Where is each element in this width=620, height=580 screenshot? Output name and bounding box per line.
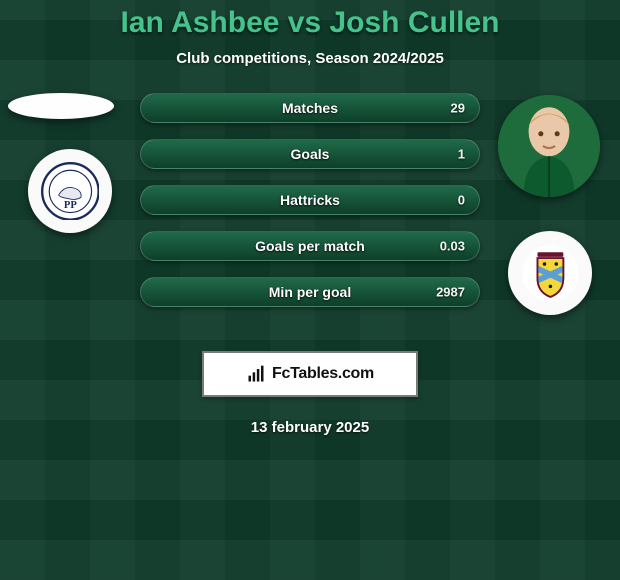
stat-row-hattricks: Hattricks 0 <box>140 185 480 215</box>
player-right-avatar <box>498 95 600 197</box>
brand-chart-icon <box>246 364 266 384</box>
stat-value-right: 1 <box>458 147 465 162</box>
burnley-crest-icon <box>521 244 580 303</box>
club-crest-right <box>508 231 592 315</box>
stat-label: Hattricks <box>280 192 340 208</box>
stat-value-right: 2987 <box>436 285 465 300</box>
subtitle: Club competitions, Season 2024/2025 <box>0 50 620 67</box>
stat-row-matches: Matches 29 <box>140 93 480 123</box>
stat-value-right: 0.03 <box>440 239 465 254</box>
date-text: 13 february 2025 <box>0 419 620 436</box>
page-title: Ian Ashbee vs Josh Cullen <box>0 6 620 40</box>
stat-label: Min per goal <box>269 284 351 300</box>
stat-row-goals-per-match: Goals per match 0.03 <box>140 231 480 261</box>
stat-row-min-per-goal: Min per goal 2987 <box>140 277 480 307</box>
brand-box: FcTables.com <box>202 351 418 397</box>
stat-label: Matches <box>282 100 338 116</box>
club-crest-left: PP <box>28 149 112 233</box>
stat-label: Goals <box>291 146 330 162</box>
stat-value-right: 29 <box>451 101 465 116</box>
preston-crest-icon: PP <box>41 162 100 221</box>
comparison-stage: PP Matches 29 Goals <box>0 93 620 333</box>
stat-label: Goals per match <box>255 238 365 254</box>
svg-text:PP: PP <box>64 199 77 210</box>
player-left-placeholder <box>8 93 114 119</box>
brand-text: FcTables.com <box>272 365 374 383</box>
player-headshot-icon <box>498 95 600 197</box>
stat-row-goals: Goals 1 <box>140 139 480 169</box>
stat-pill-column: Matches 29 Goals 1 Hattricks 0 Goals per… <box>140 93 480 323</box>
stat-value-right: 0 <box>458 193 465 208</box>
